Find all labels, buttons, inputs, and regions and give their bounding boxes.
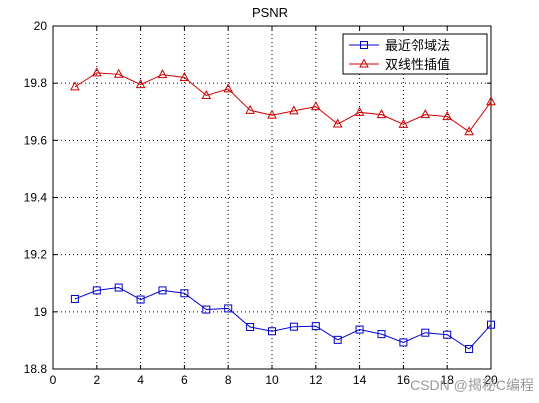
series-layer <box>70 67 496 353</box>
data-point <box>135 79 146 89</box>
watermark-text: CSDN @揭秘C编程 <box>410 377 534 393</box>
x-tick-label: 20 <box>484 373 498 387</box>
x-tick-label: 10 <box>265 373 279 387</box>
legend-label: 双线性插值 <box>385 57 450 73</box>
y-tick-label: 19.2 <box>24 248 48 262</box>
legend-marker <box>359 58 369 68</box>
data-point <box>399 338 408 347</box>
data-point <box>420 109 431 119</box>
data-point <box>267 109 277 119</box>
data-point <box>332 118 343 128</box>
y-tick-labels: 18.8 19 19.2 19.4 19.6 19.8 20 <box>24 19 48 376</box>
x-tick-label: 2 <box>93 373 100 387</box>
data-point <box>333 335 342 344</box>
legend-marker <box>360 41 368 49</box>
x-tick-label: 6 <box>181 373 188 387</box>
y-tick-label: 19.4 <box>24 191 48 205</box>
data-point <box>442 111 453 121</box>
data-point <box>421 328 430 337</box>
data-point <box>179 71 190 81</box>
data-point <box>91 67 102 77</box>
data-point <box>377 330 386 339</box>
data-point <box>354 106 365 116</box>
data-point <box>355 325 364 334</box>
x-tick-label: 4 <box>137 373 144 387</box>
data-point <box>246 322 255 331</box>
data-point <box>289 322 298 331</box>
data-point <box>268 327 276 336</box>
data-point <box>70 81 80 91</box>
y-tick-label: 20 <box>34 19 48 33</box>
data-point <box>113 68 124 78</box>
data-point <box>486 96 496 106</box>
data-point <box>114 283 123 292</box>
x-tick-label: 0 <box>50 373 57 387</box>
x-tick-label: 18 <box>441 373 455 387</box>
data-point <box>310 101 321 111</box>
data-point <box>398 118 409 128</box>
data-point <box>464 126 474 136</box>
data-point <box>92 286 101 295</box>
data-point <box>224 304 233 313</box>
data-point <box>158 286 167 295</box>
data-point <box>311 322 320 331</box>
y-tick-label: 18.8 <box>24 362 48 376</box>
data-point <box>289 105 299 115</box>
data-point <box>487 320 495 329</box>
x-tick-labels: 0 2 4 6 8 10 12 14 16 18 20 <box>50 373 498 387</box>
data-point <box>245 104 255 114</box>
axes-frame <box>52 25 492 370</box>
y-tick-label: 19.8 <box>24 76 48 90</box>
chart-title: PSNR <box>252 5 288 20</box>
data-point <box>136 295 145 304</box>
y-tick-label: 19 <box>34 305 48 319</box>
legend-label: 最近邻域法 <box>385 39 450 54</box>
x-tick-label: 8 <box>225 373 232 387</box>
data-point <box>201 89 212 99</box>
x-tick-label: 12 <box>309 373 323 387</box>
data-point <box>443 330 452 339</box>
axes <box>52 25 492 370</box>
data-point <box>465 344 474 353</box>
plot-area <box>53 26 491 369</box>
data-point <box>70 294 79 303</box>
series-2 <box>70 67 496 136</box>
data-point <box>157 69 168 79</box>
data-point <box>202 305 211 314</box>
data-point <box>223 83 234 93</box>
y-tick-label: 19.6 <box>24 133 48 147</box>
series-1 <box>70 283 495 353</box>
x-tick-label: 16 <box>397 373 411 387</box>
x-tick-label: 14 <box>353 373 367 387</box>
data-point <box>376 109 387 119</box>
data-point <box>180 289 189 298</box>
